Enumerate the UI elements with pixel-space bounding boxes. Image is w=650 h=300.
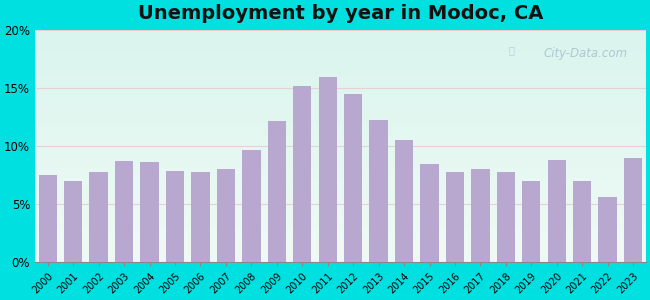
Bar <box>369 119 388 262</box>
Bar <box>318 77 337 262</box>
Bar <box>471 169 489 262</box>
Bar <box>38 175 57 262</box>
Bar <box>166 171 184 262</box>
Bar <box>140 162 159 262</box>
Bar <box>547 160 566 262</box>
Bar <box>522 181 540 262</box>
Bar <box>242 150 261 262</box>
Text: 🔍: 🔍 <box>509 45 515 55</box>
Bar <box>191 172 209 262</box>
Bar <box>497 172 515 262</box>
Bar <box>573 181 592 262</box>
Text: City-Data.com: City-Data.com <box>543 46 627 59</box>
Bar <box>115 161 133 262</box>
Bar <box>344 94 362 262</box>
Bar <box>216 169 235 262</box>
Bar <box>268 121 286 262</box>
Bar <box>421 164 439 262</box>
Bar <box>90 172 108 262</box>
Bar <box>64 181 83 262</box>
Bar <box>624 158 642 262</box>
Bar <box>446 172 464 262</box>
Bar <box>395 140 413 262</box>
Title: Unemployment by year in Modoc, CA: Unemployment by year in Modoc, CA <box>138 4 543 23</box>
Bar <box>599 197 617 262</box>
Bar <box>293 86 311 262</box>
